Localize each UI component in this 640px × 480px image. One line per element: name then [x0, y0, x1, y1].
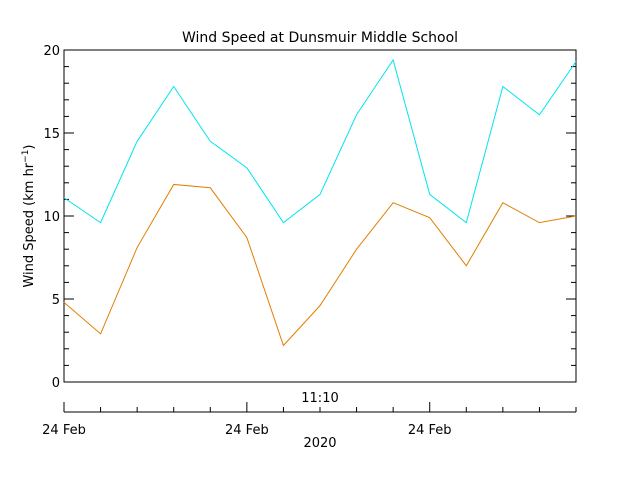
x-axis-label: 2020 — [303, 436, 336, 451]
y-axis-tick-labels: 0 5 10 15 20 — [43, 44, 60, 391]
date-tick-label: 24 Feb — [225, 423, 269, 438]
date-axis-tick-labels: 24 Feb 24 Feb 24 Feb — [42, 423, 451, 438]
y-tick-label: 10 — [43, 210, 60, 225]
series-line-1 — [63, 58, 577, 224]
y-tick-label: 20 — [43, 44, 60, 59]
y-axis-label-exponent: −1 — [21, 150, 31, 163]
y-tick-label: 0 — [52, 376, 60, 391]
date-axis-ticks — [63, 402, 577, 412]
chart-title: Wind Speed at Dunsmuir Middle School — [182, 30, 458, 46]
y-axis-label-close: ) — [22, 144, 37, 149]
y-axis-ticks — [64, 49, 576, 383]
series-lines — [63, 58, 577, 347]
series-line-2 — [63, 183, 577, 347]
date-tick-label: 24 Feb — [42, 423, 86, 438]
time-label: 11:10 — [301, 391, 338, 406]
y-axis-label-main: Wind Speed (km hr — [22, 162, 37, 287]
y-tick-label: 15 — [43, 127, 60, 142]
y-tick-label: 5 — [52, 293, 60, 308]
date-tick-label: 24 Feb — [408, 423, 452, 438]
y-axis-label: Wind Speed (km hr−1) — [21, 144, 37, 287]
